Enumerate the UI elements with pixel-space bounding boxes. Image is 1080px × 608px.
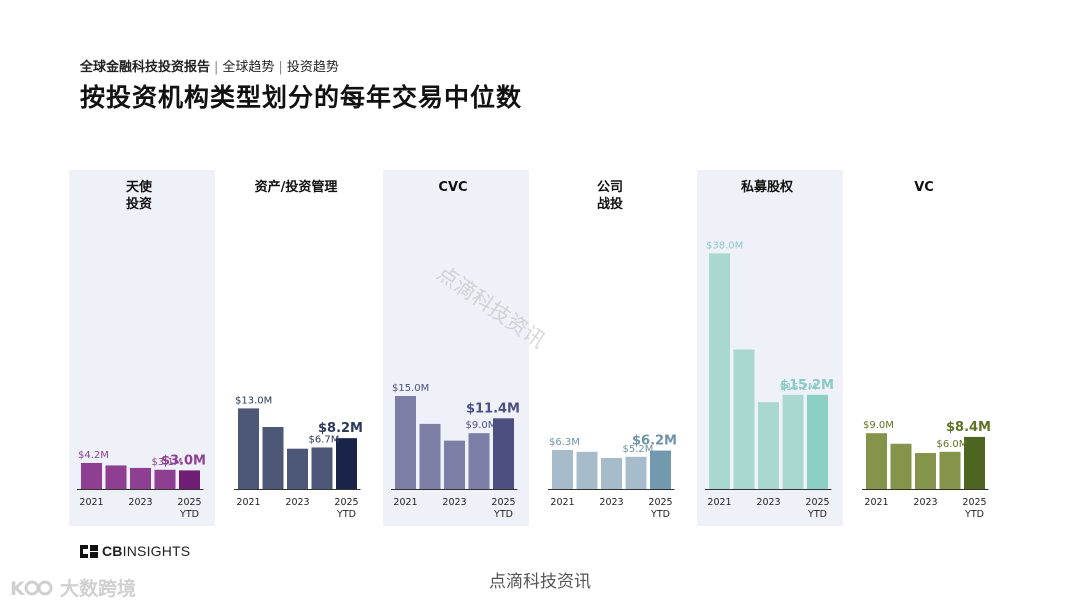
x-tick-label-ytd: YTD [807,509,827,520]
data-label: $8.2M [318,421,363,436]
data-label: $3.1M [152,457,183,468]
panel-title: 公司 [597,180,623,195]
svg-text:K: K [10,578,26,599]
data-label: $13.0M [235,395,272,406]
bar-2025 [493,418,514,489]
panel-title: VC [914,180,934,195]
x-tick-label: 2021 [236,497,260,508]
x-tick-label: 2023 [128,497,152,508]
bar-2021 [709,253,730,489]
x-tick-label: 2025 [491,497,515,508]
bar-2024 [625,456,647,489]
data-label: $6.0M [937,439,968,450]
data-label: $5.2M [623,444,654,455]
panel-title: 私募股权 [741,179,794,195]
bar-2021 [552,449,573,489]
x-tick-label: 2023 [285,497,309,508]
bar-2023 [444,440,465,489]
cbinsights-logo: CBINSIGHTS [80,543,190,559]
bar-2021 [238,408,259,489]
panel-title: 战投 [597,196,623,212]
x-tick-label: 2021 [79,497,103,508]
data-label: $11.4M [466,401,520,416]
bar-2025 [650,450,671,489]
bar-2022 [105,465,127,489]
data-label: $15.2M [780,378,834,393]
bar-2021 [81,462,102,489]
bar-2023 [130,467,151,489]
breadcrumb-separator: | [214,60,219,75]
data-label: $15.0M [392,383,429,394]
x-tick-label-ytd: YTD [493,509,513,520]
breadcrumb-global-trends: 全球趋势 [222,60,275,75]
corner-watermark: K 大数跨境 [10,574,136,601]
bar-2024 [782,394,804,489]
bar-2025 [179,470,200,489]
x-tick-label: 2025 [648,497,672,508]
x-tick-label: 2025 [177,497,201,508]
bar-2024 [154,469,176,489]
data-label: $6.3M [549,437,580,448]
x-tick-label-ytd: YTD [650,509,670,520]
page-title: 按投资机构类型划分的每年交易中位数 [80,83,523,112]
data-label: $9.0M [466,420,497,431]
x-tick-label: 2021 [864,497,888,508]
bar-2023 [287,448,308,489]
data-label: $6.2M [632,434,677,449]
data-label: $9.0M [863,420,894,431]
x-tick-label: 2023 [442,497,466,508]
bar-2024 [468,433,490,489]
data-label: $8.4M [946,420,991,435]
bar-2021 [866,433,887,489]
cbinsights-logo-icon [80,544,98,558]
bar-2025 [336,438,357,489]
breadcrumb-main: 全球金融科技投资报告 [80,60,211,75]
data-label: $3.0M [161,453,206,468]
x-tick-label: 2023 [599,497,623,508]
panel-title: 天使 [126,179,153,195]
bar-2022 [419,423,441,489]
bar-2023 [915,453,936,489]
x-tick-label: 2025 [962,497,986,508]
x-tick-label-ytd: YTD [179,509,199,520]
data-label: $15.2M [780,382,817,393]
data-label: $4.2M [78,450,109,461]
bar-2024 [311,447,333,489]
bar-2023 [601,458,622,489]
x-tick-label: 2021 [550,497,574,508]
corner-watermark-icon: K [10,578,53,599]
bar-2021 [395,396,416,489]
data-label: $38.0M [706,240,743,251]
data-label: $6.7M [309,434,340,445]
bar-2023 [758,402,779,489]
x-tick-label-ytd: YTD [336,509,356,520]
bar-2022 [890,443,912,489]
panel-title: 资产/投资管理 [255,179,338,195]
breadcrumb: 全球金融科技投资报告 | 全球趋势 | 投资趋势 [80,56,339,75]
breadcrumb-investment-trends: 投资趋势 [286,60,339,75]
x-tick-label-ytd: YTD [964,509,984,520]
x-tick-label: 2025 [334,497,358,508]
corner-watermark-text: 大数跨境 [60,578,137,600]
bar-2022 [262,427,284,489]
footer-watermark: 点滴科技资讯 [489,572,591,592]
bar-2022 [576,451,598,489]
bar-2025 [964,436,985,489]
panel-title: CVC [438,180,467,195]
x-tick-label: 2023 [913,497,937,508]
x-tick-label: 2025 [805,497,829,508]
breadcrumb-separator: | [278,60,283,75]
x-tick-label: 2023 [756,497,780,508]
x-tick-label: 2021 [707,497,731,508]
bar-2022 [733,349,755,489]
panel-title: 投资 [126,196,152,212]
bar-2024 [939,451,961,489]
bar-2025 [807,394,828,489]
x-tick-label: 2021 [393,497,417,508]
cbinsights-logo-text: CBINSIGHTS [102,543,191,559]
